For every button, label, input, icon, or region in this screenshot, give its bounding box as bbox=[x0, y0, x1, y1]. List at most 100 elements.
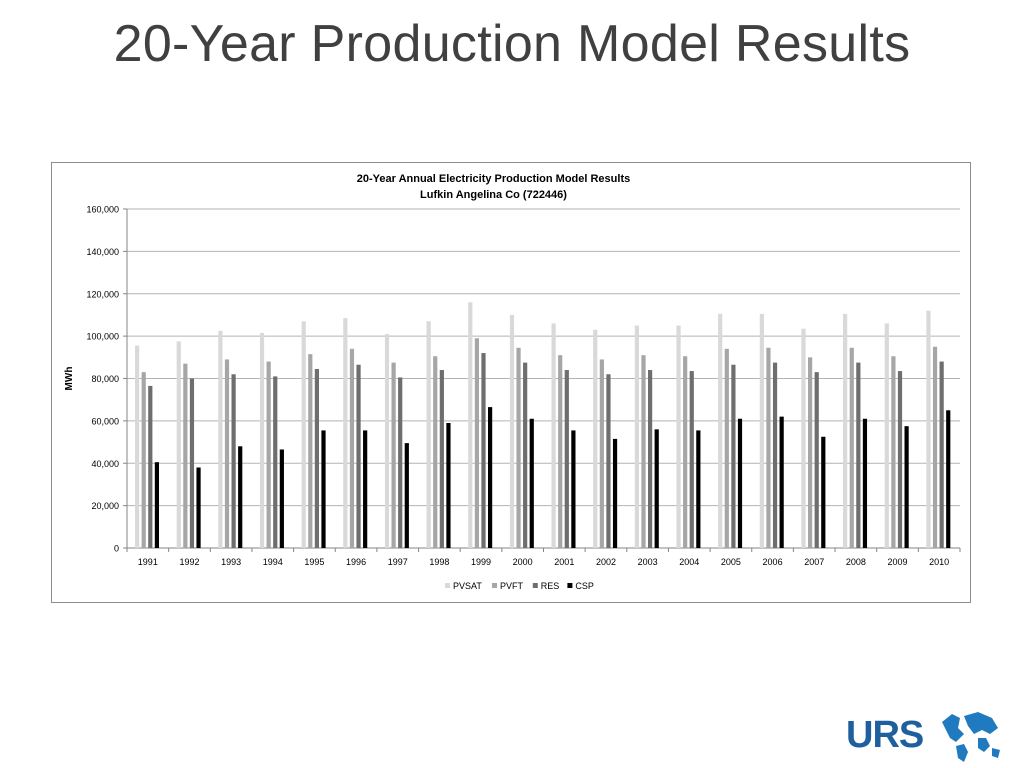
legend-swatch-res bbox=[532, 583, 538, 588]
bar-pvsat-2004 bbox=[676, 325, 681, 548]
bar-pvft-2001 bbox=[558, 355, 563, 548]
bar-pvsat-2005 bbox=[718, 313, 723, 548]
legend-swatch-pvft bbox=[492, 583, 497, 588]
x-tick-label: 2001 bbox=[554, 557, 574, 567]
bar-pvsat-1997 bbox=[384, 334, 390, 548]
y-tick-label: 0 bbox=[114, 544, 119, 554]
logo-wordmark: URS bbox=[846, 714, 924, 756]
bar-pvft-2007 bbox=[808, 357, 813, 548]
x-tick-label: 2008 bbox=[846, 557, 866, 567]
x-tick-label: 1995 bbox=[304, 557, 324, 567]
chart-container: 20-Year Annual Electricity Production Mo… bbox=[51, 162, 971, 603]
y-tick-label: 60,000 bbox=[91, 416, 119, 426]
bar-res-1999 bbox=[481, 353, 486, 548]
bar-csp-1999 bbox=[488, 407, 493, 548]
urs-logo: URS bbox=[846, 708, 1000, 764]
bar-res-2009 bbox=[897, 371, 903, 548]
x-tick-label: 1997 bbox=[388, 557, 408, 567]
bar-pvft-2003 bbox=[641, 355, 646, 548]
x-tick-label: 1993 bbox=[221, 557, 241, 567]
bar-res-1993 bbox=[231, 374, 236, 548]
bar-csp-2005 bbox=[737, 418, 743, 548]
x-tick-label: 2006 bbox=[763, 557, 783, 567]
bar-chart: 20-Year Annual Electricity Production Mo… bbox=[64, 173, 961, 591]
bar-pvft-2009 bbox=[891, 356, 896, 548]
legend-swatch-pvsat bbox=[445, 583, 450, 588]
bar-pvsat-2001 bbox=[551, 323, 556, 548]
bar-pvft-1993 bbox=[224, 359, 230, 548]
bar-res-1991 bbox=[148, 385, 153, 548]
chart-subtitle: Lufkin Angelina Co (722446) bbox=[420, 189, 567, 201]
bar-res-2010 bbox=[939, 361, 944, 548]
x-tick-label: 1991 bbox=[138, 557, 158, 567]
bar-pvft-2010 bbox=[932, 346, 938, 548]
bar-res-1995 bbox=[314, 368, 319, 548]
x-tick-label: 2002 bbox=[596, 557, 616, 567]
y-tick-label: 20,000 bbox=[91, 501, 119, 511]
bar-pvft-1994 bbox=[266, 361, 271, 548]
x-tick-label: 1994 bbox=[263, 557, 283, 567]
bar-pvsat-1998 bbox=[426, 321, 431, 548]
y-tick-label: 100,000 bbox=[86, 332, 119, 342]
bar-pvft-2006 bbox=[766, 347, 771, 548]
bar-pvsat-2003 bbox=[634, 325, 639, 548]
bar-csp-2003 bbox=[654, 429, 659, 548]
bar-csp-1995 bbox=[321, 430, 326, 548]
bar-pvsat-2008 bbox=[843, 313, 848, 548]
bar-pvsat-2000 bbox=[509, 314, 515, 548]
bar-pvft-2008 bbox=[849, 347, 854, 548]
x-tick-label: 2000 bbox=[513, 557, 533, 567]
bar-pvft-1992 bbox=[183, 363, 188, 548]
bar-pvsat-2009 bbox=[884, 323, 889, 548]
bar-csp-2007 bbox=[821, 436, 826, 548]
x-tick-label: 2003 bbox=[638, 557, 658, 567]
bar-csp-2008 bbox=[862, 418, 868, 548]
bar-pvsat-2006 bbox=[759, 313, 764, 548]
bar-csp-2010 bbox=[946, 410, 951, 548]
bar-pvsat-1991 bbox=[135, 345, 140, 548]
bar-res-2001 bbox=[564, 370, 569, 548]
bar-csp-1992 bbox=[196, 467, 201, 548]
x-tick-label: 2004 bbox=[679, 557, 699, 567]
bar-pvsat-2002 bbox=[593, 329, 598, 548]
bar-csp-1993 bbox=[238, 446, 243, 548]
x-tick-label: 2007 bbox=[804, 557, 824, 567]
bar-res-2004 bbox=[689, 371, 694, 548]
bar-res-2002 bbox=[606, 374, 611, 548]
bar-res-1994 bbox=[273, 376, 278, 548]
bar-pvft-1998 bbox=[433, 356, 438, 548]
bar-res-1998 bbox=[439, 370, 444, 548]
bar-pvft-2000 bbox=[516, 347, 521, 548]
bar-csp-1998 bbox=[446, 422, 451, 548]
bar-pvft-2005 bbox=[724, 348, 729, 548]
x-tick-label: 1996 bbox=[346, 557, 366, 567]
bar-pvsat-1993 bbox=[218, 330, 223, 548]
bar-pvsat-1992 bbox=[176, 341, 181, 548]
bar-csp-2000 bbox=[529, 418, 534, 548]
bar-csp-1991 bbox=[154, 462, 159, 548]
bar-pvsat-1999 bbox=[468, 302, 473, 548]
y-tick-label: 140,000 bbox=[86, 247, 119, 257]
bar-csp-1997 bbox=[404, 443, 409, 548]
legend-label-pvft: PVFT bbox=[500, 581, 524, 591]
bar-csp-2009 bbox=[904, 426, 909, 548]
bar-res-2008 bbox=[856, 362, 861, 548]
bar-res-2000 bbox=[523, 362, 528, 548]
bar-pvft-1996 bbox=[349, 348, 355, 548]
x-tick-label: 2005 bbox=[721, 557, 741, 567]
bar-res-2005 bbox=[731, 364, 736, 548]
bar-res-1992 bbox=[189, 378, 195, 548]
bar-pvft-1991 bbox=[141, 372, 146, 548]
bar-pvsat-2010 bbox=[926, 310, 931, 548]
chart-title: 20-Year Annual Electricity Production Mo… bbox=[357, 173, 630, 185]
page-title: 20-Year Production Model Results bbox=[113, 15, 911, 73]
bar-pvsat-1994 bbox=[259, 332, 265, 548]
x-tick-label: 1999 bbox=[471, 557, 491, 567]
bar-pvft-1999 bbox=[474, 338, 479, 548]
legend-swatch-csp bbox=[567, 583, 573, 588]
legend-label-csp: CSP bbox=[575, 581, 594, 591]
y-tick-label: 160,000 bbox=[86, 205, 119, 215]
bar-csp-2006 bbox=[779, 416, 784, 548]
y-tick-label: 120,000 bbox=[86, 289, 119, 299]
bar-res-2006 bbox=[772, 362, 778, 548]
